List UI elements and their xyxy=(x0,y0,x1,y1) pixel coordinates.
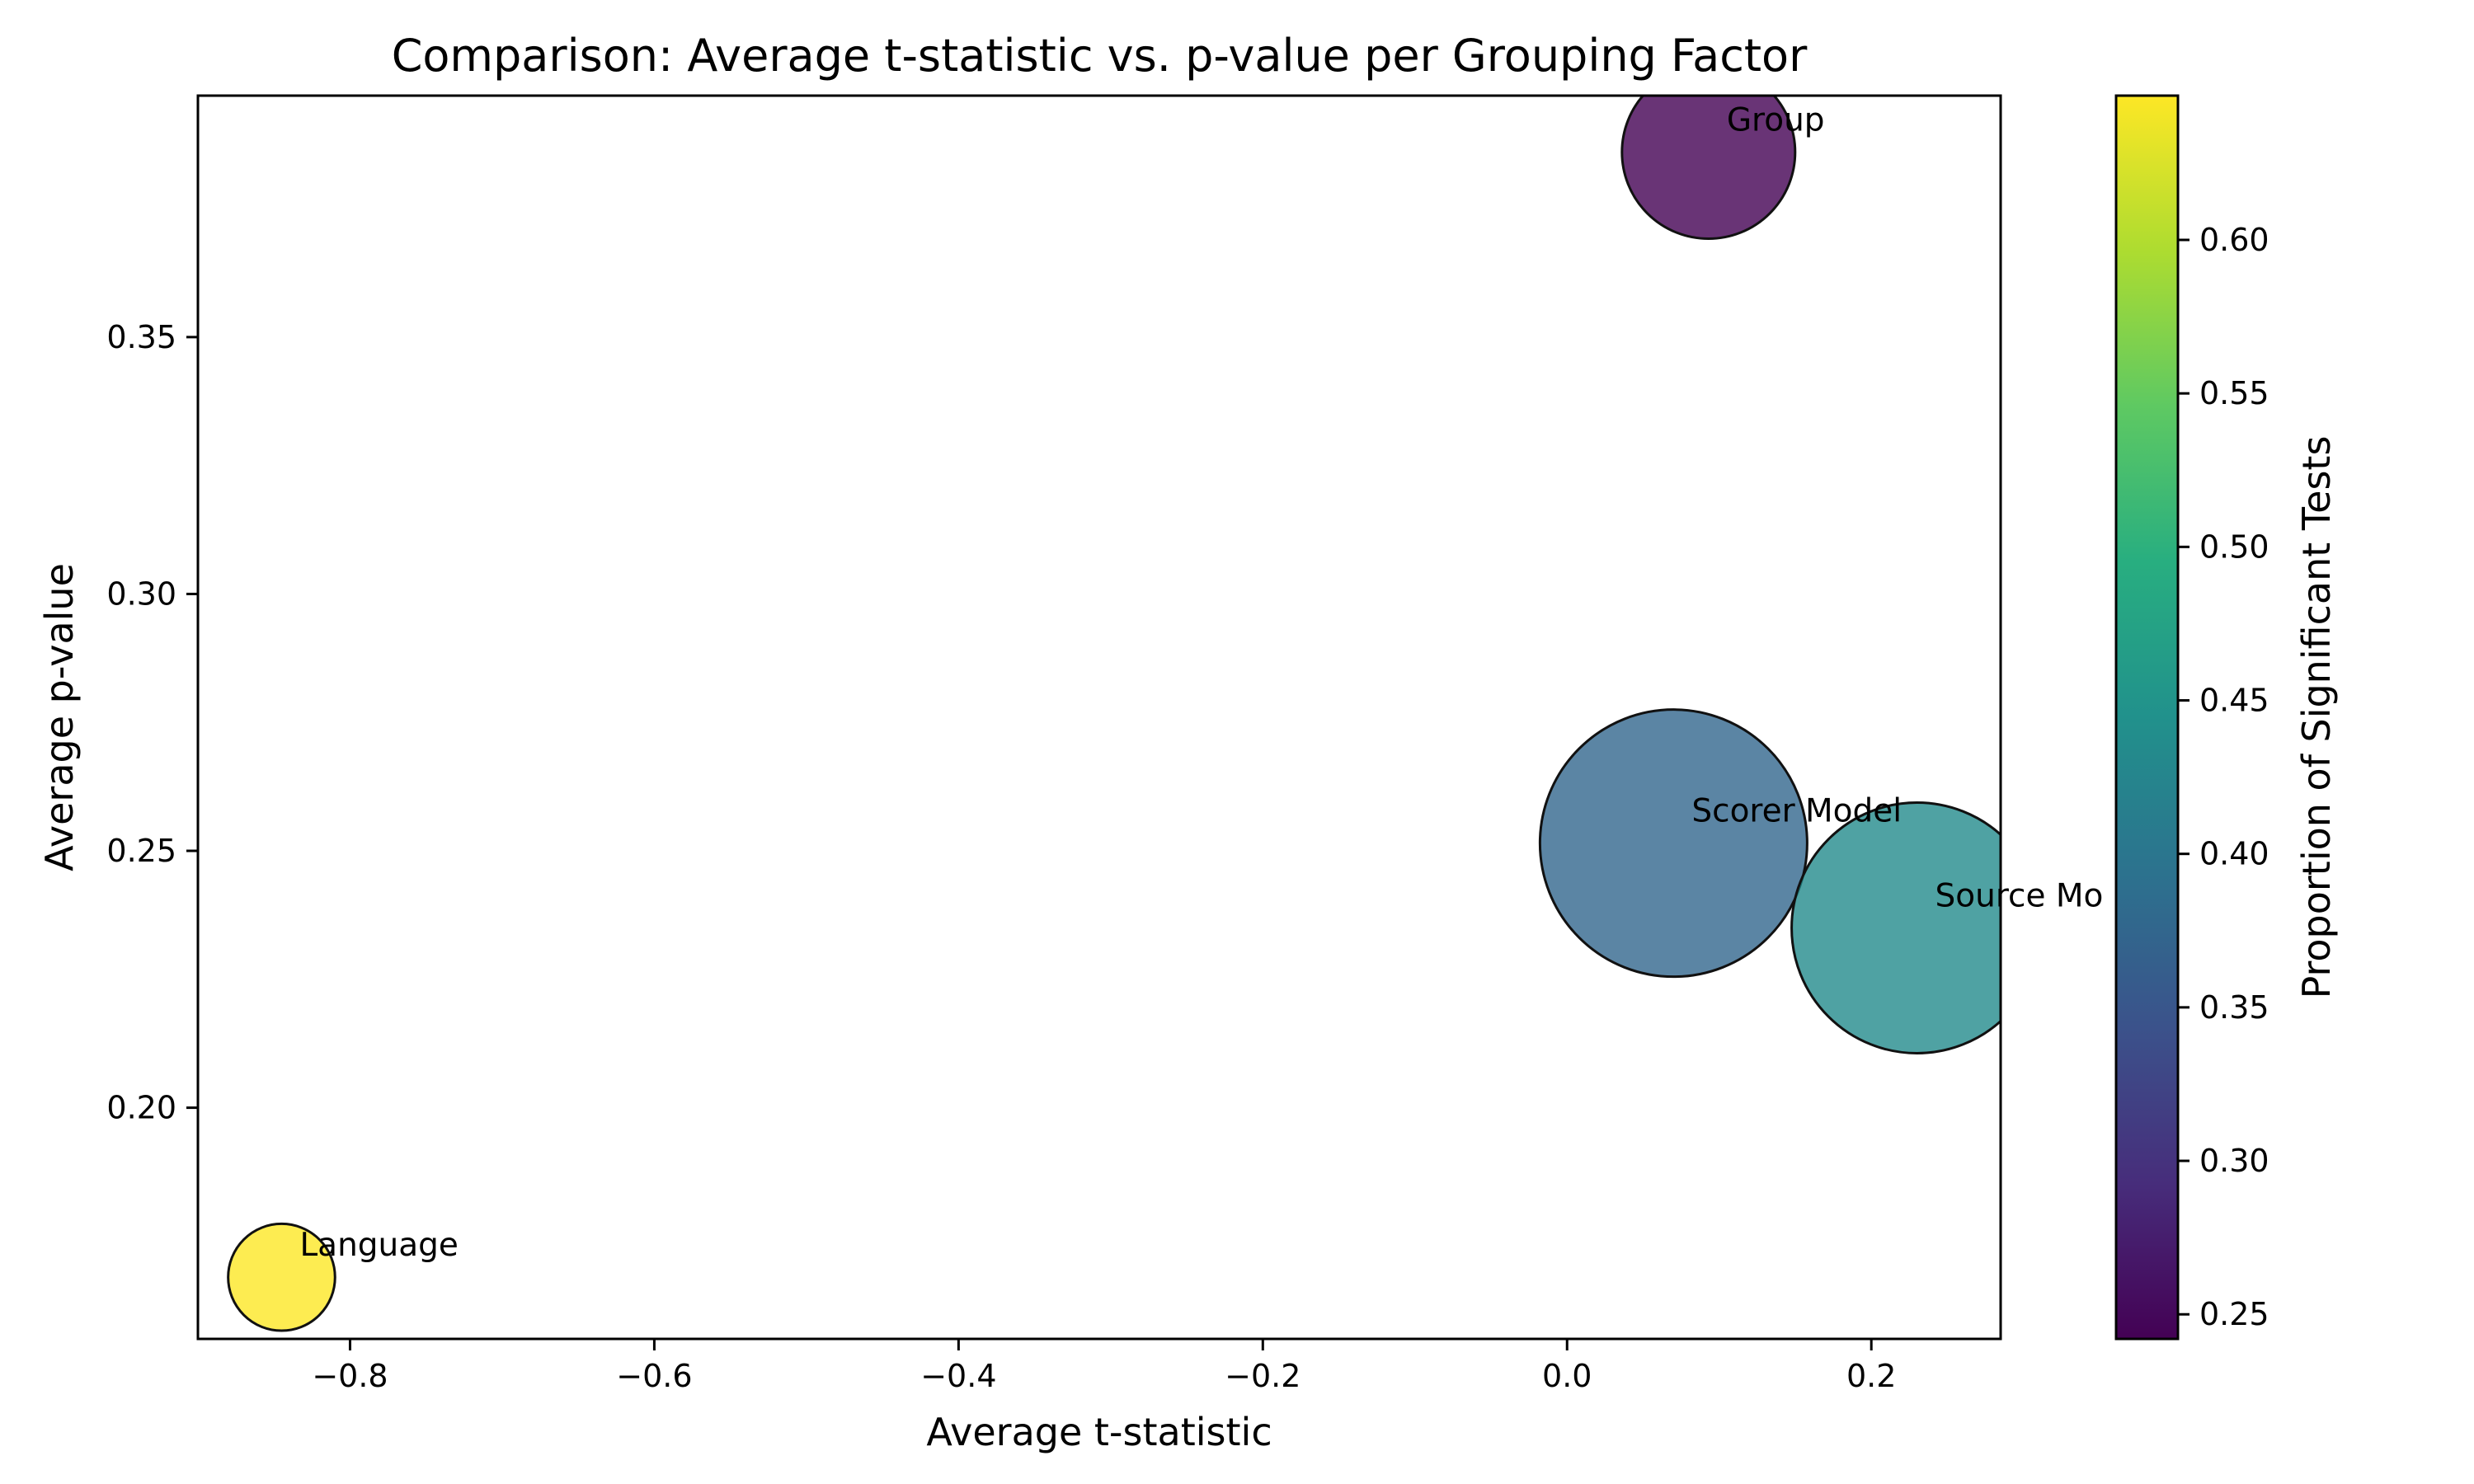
bubble-group xyxy=(1620,96,1797,241)
bubble-language xyxy=(227,1222,336,1332)
x-tick-label: −0.2 xyxy=(1225,1358,1300,1394)
colorbar: 0.25 0.30 0.35 0.40 0.45 0.50 0.55 0.60 Proport… xyxy=(2114,94,2339,1341)
colorbar-tick-label: 0.40 xyxy=(2199,836,2269,872)
colorbar-tick-label: 0.45 xyxy=(2199,683,2269,719)
colorbar-tick-label: 0.30 xyxy=(2199,1143,2269,1179)
colorbar-tick-label: 0.25 xyxy=(2199,1296,2269,1332)
colorbar-ticks: 0.25 0.30 0.35 0.40 0.45 0.50 0.55 0.60 xyxy=(2178,222,2269,1332)
colorbar-tick-label: 0.35 xyxy=(2199,989,2269,1026)
x-axis: −0.8 −0.6 −0.4 −0.2 0.0 0.2 xyxy=(312,1339,1896,1394)
bubble-label-language: Language xyxy=(299,1227,458,1264)
bubble-scorer-model xyxy=(1538,708,1808,979)
y-tick-label: 0.30 xyxy=(106,575,176,612)
colorbar-tick-label: 0.50 xyxy=(2199,528,2269,565)
x-axis-label: Average t-statistic xyxy=(926,1410,1272,1454)
bubble-label-group: Group xyxy=(1727,102,1825,139)
y-tick-label: 0.35 xyxy=(106,319,176,355)
x-tick-label: −0.6 xyxy=(616,1358,692,1394)
bubble-label-scorer-model: Scorer Model xyxy=(1691,793,1902,830)
x-tick-label: 0.0 xyxy=(1542,1358,1592,1394)
bubble-source-mo xyxy=(1790,801,2001,1054)
colorbar-gradient xyxy=(2114,94,2180,1341)
x-tick-label: −0.8 xyxy=(312,1358,388,1394)
y-tick-label: 0.20 xyxy=(106,1090,176,1126)
x-tick-label: −0.4 xyxy=(920,1358,996,1394)
point-labels-layer: Group Scorer Model Source Mo Language xyxy=(299,102,2103,1265)
colorbar-tick-label: 0.60 xyxy=(2199,222,2269,258)
plot-frame xyxy=(196,94,2002,1341)
y-tick-label: 0.25 xyxy=(106,833,176,869)
y-axis-label: Average p-value xyxy=(37,563,82,871)
colorbar-label: Proportion of Significant Tests xyxy=(2294,436,2339,999)
colorbar-tick-label: 0.55 xyxy=(2199,375,2269,411)
points-layer xyxy=(227,96,2001,1332)
x-tick-label: 0.2 xyxy=(1846,1358,1896,1394)
y-axis: 0.20 0.25 0.30 0.35 xyxy=(106,319,198,1126)
bubble-label-source-mo: Source Mo xyxy=(1935,877,2104,914)
chart-title: Comparison: Average t-statistic vs. p-va… xyxy=(392,30,1808,82)
